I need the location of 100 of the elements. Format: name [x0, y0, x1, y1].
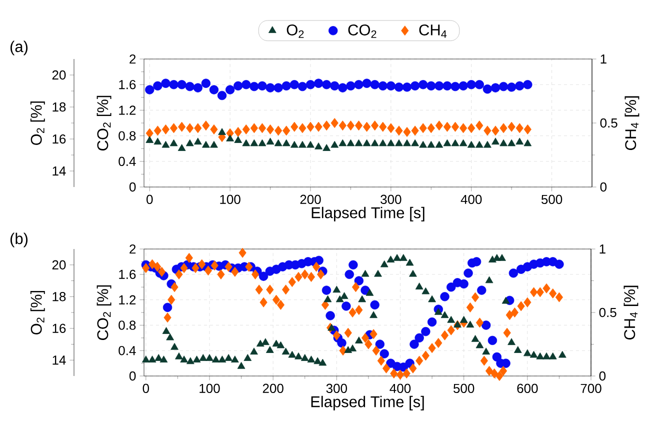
- point: [458, 81, 468, 90]
- point: [451, 139, 460, 146]
- point: [516, 138, 524, 145]
- point: [484, 126, 492, 136]
- x-tick-label: 400: [390, 384, 411, 394]
- legend-label: O$_{2}$: [286, 24, 304, 38]
- point: [217, 90, 227, 100]
- point: [234, 136, 242, 143]
- text: (a): [10, 40, 28, 56]
- point: [354, 139, 363, 146]
- point: [194, 138, 202, 145]
- y2-axis-title: CH$_{4}$ [%]: [624, 286, 638, 340]
- point: [403, 139, 411, 146]
- y3-tick-label: 18: [52, 292, 66, 302]
- point: [162, 124, 170, 134]
- point: [258, 139, 266, 146]
- point: [411, 126, 419, 136]
- point: [419, 123, 427, 134]
- point: [467, 140, 476, 148]
- x-tick-label: 200: [262, 384, 284, 394]
- point: [482, 84, 492, 94]
- point: [242, 124, 250, 134]
- y3-tick-label: 16: [52, 324, 66, 333]
- point: [306, 140, 314, 148]
- point: [395, 126, 403, 136]
- point: [419, 140, 428, 148]
- point: [282, 126, 290, 136]
- point: [314, 122, 322, 132]
- point: [161, 78, 170, 88]
- point: [154, 138, 162, 145]
- point: [314, 142, 322, 150]
- point: [266, 83, 275, 92]
- point: [492, 138, 500, 145]
- y2-tick-label: 1: [600, 54, 606, 64]
- point: [282, 139, 290, 146]
- point: [314, 78, 324, 88]
- point: [169, 80, 178, 90]
- point: [226, 134, 234, 142]
- y-tick-label: 0.4: [118, 156, 136, 166]
- point: [186, 123, 194, 134]
- x-tick-label: 100: [220, 194, 240, 204]
- point: [282, 81, 291, 90]
- point: [492, 126, 500, 136]
- point: [322, 144, 331, 151]
- point: [443, 139, 452, 146]
- x-tick-label: 200: [300, 194, 321, 204]
- point: [524, 139, 532, 146]
- x-tick-label: 700: [580, 384, 602, 394]
- point: [201, 78, 211, 88]
- point: [468, 123, 476, 134]
- legend-label: CH$_{4}$: [419, 24, 447, 38]
- point: [426, 81, 436, 90]
- point: [177, 80, 186, 90]
- point: [484, 140, 492, 148]
- y-tick-label: 0.8: [118, 131, 136, 140]
- point: [475, 140, 484, 148]
- point: [242, 80, 251, 90]
- point: [515, 81, 524, 90]
- y2-tick-label: 0: [599, 371, 606, 381]
- point: [178, 144, 186, 151]
- text: (b): [10, 232, 28, 248]
- point: [290, 140, 298, 148]
- point: [387, 139, 395, 146]
- point: [516, 123, 524, 134]
- x-tick-label: 100: [200, 384, 220, 394]
- y3-tick-label: 16: [52, 134, 66, 144]
- x-tick-label: 500: [454, 384, 474, 394]
- point: [523, 80, 532, 90]
- x-tick-label: 400: [460, 194, 482, 204]
- point: [266, 138, 274, 145]
- legend-label: CO$_{2}$: [348, 24, 376, 38]
- y2-tick-label: 0.5: [599, 308, 616, 318]
- y-tick-label: 1.2: [119, 295, 136, 304]
- x-tick-label: 300: [380, 194, 402, 204]
- y-tick-label: 0.4: [118, 346, 136, 356]
- point: [500, 123, 508, 134]
- point: [322, 80, 332, 90]
- point: [434, 81, 444, 90]
- y-tick-label: 0: [129, 182, 136, 192]
- point: [387, 123, 395, 134]
- point: [370, 80, 380, 90]
- point: [524, 124, 532, 134]
- point: [378, 139, 387, 146]
- point: [346, 139, 355, 146]
- point: [258, 123, 266, 134]
- point: [290, 80, 300, 90]
- point: [194, 123, 202, 134]
- point: [185, 82, 194, 92]
- point: [508, 122, 516, 132]
- point: [145, 85, 154, 94]
- point: [435, 140, 444, 148]
- point: [474, 80, 484, 90]
- point: [266, 124, 274, 134]
- point: [370, 139, 379, 146]
- point: [500, 139, 508, 146]
- y-axis-title: CO$_{2}$ [%]: [96, 285, 112, 340]
- point: [330, 140, 339, 148]
- y-tick-label: 1.2: [119, 106, 136, 115]
- y-tick-label: 0.8: [118, 320, 136, 330]
- point: [274, 83, 283, 92]
